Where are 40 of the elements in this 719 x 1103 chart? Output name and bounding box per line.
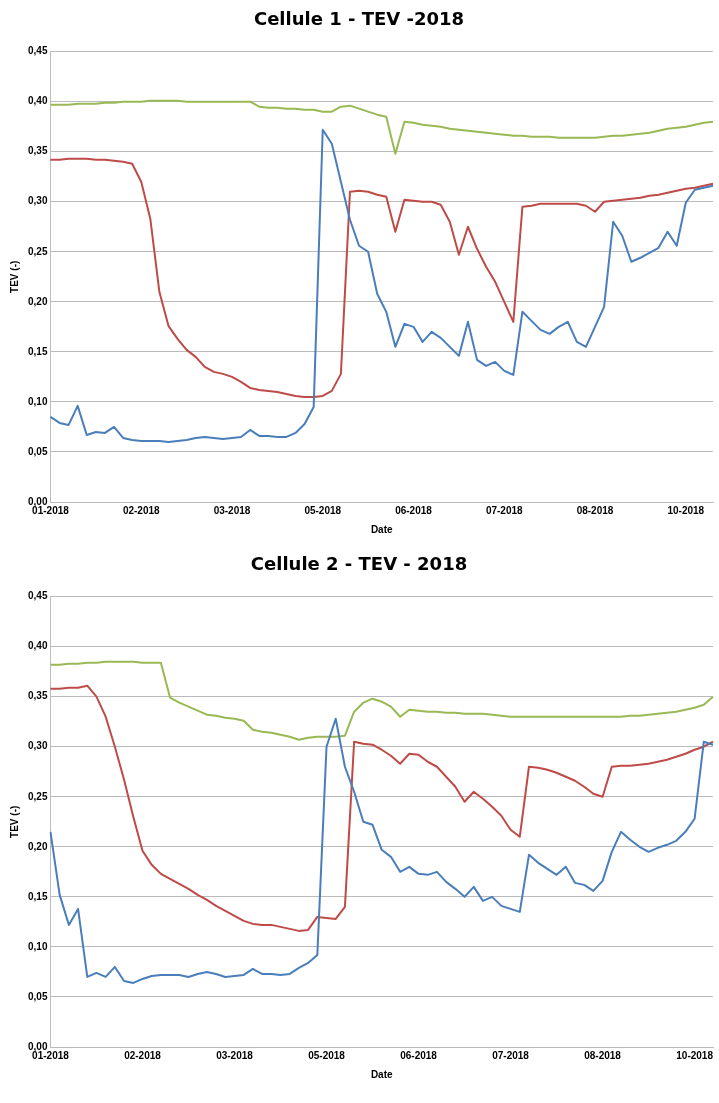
y-tick-label: 0,00 [27,1040,48,1052]
x-axis-title: Date [370,1068,393,1080]
y-tick-label: 0,30 [27,740,48,752]
y-tick-label: 0,00 [27,495,48,507]
x-tick-label: 07-2018 [492,1049,530,1061]
x-tick-label: 06-2018 [400,1049,438,1061]
x-tick-label: 02-2018 [122,504,161,516]
x-tick-label: 08-2018 [576,504,614,516]
y-tick-label: 0,25 [27,245,48,257]
y-tick-label: 0,10 [27,395,48,407]
x-tick-label: 07-2018 [485,504,524,516]
y-tick-label: 0,15 [27,890,48,902]
y-tick-label: 0,25 [27,790,48,802]
x-tick-label: 03-2018 [216,1049,254,1061]
x-tick-label: 05-2018 [304,504,342,516]
x-tick-label: 06-2018 [395,504,433,516]
x-axis-title: Date [370,523,393,535]
x-tick-label: 10-2018 [676,1049,714,1061]
y-tick-label: 0,35 [27,690,48,702]
y-tick-label: 0,30 [27,195,48,207]
chart-title: Cellule 1 - TEV -2018 [253,8,465,30]
y-tick-label: 0,05 [27,445,48,457]
x-tick-label: 08-2018 [584,1049,622,1061]
x-tick-label: 03-2018 [213,504,251,516]
y-tick-label: 0,35 [27,145,48,157]
y-tick-label: 0,45 [27,590,48,602]
y-axis-title: TEV (-) [8,805,20,838]
y-tick-label: 0,20 [27,840,48,852]
y-tick-label: 0,20 [27,295,48,307]
x-tick-label: 05-2018 [308,1049,346,1061]
chart-title: Cellule 2 - TEV - 2018 [250,553,468,575]
y-tick-label: 0,05 [27,990,48,1002]
y-tick-label: 0,15 [27,345,48,357]
y-tick-label: 0,40 [27,640,48,652]
x-tick-label: 02-2018 [124,1049,162,1061]
y-tick-label: 0,40 [27,95,48,107]
y-tick-label: 0,45 [27,45,48,57]
y-tick-label: 0,10 [27,940,48,952]
x-tick-label: 10-2018 [667,504,705,516]
y-axis-title: TEV (-) [8,260,20,293]
